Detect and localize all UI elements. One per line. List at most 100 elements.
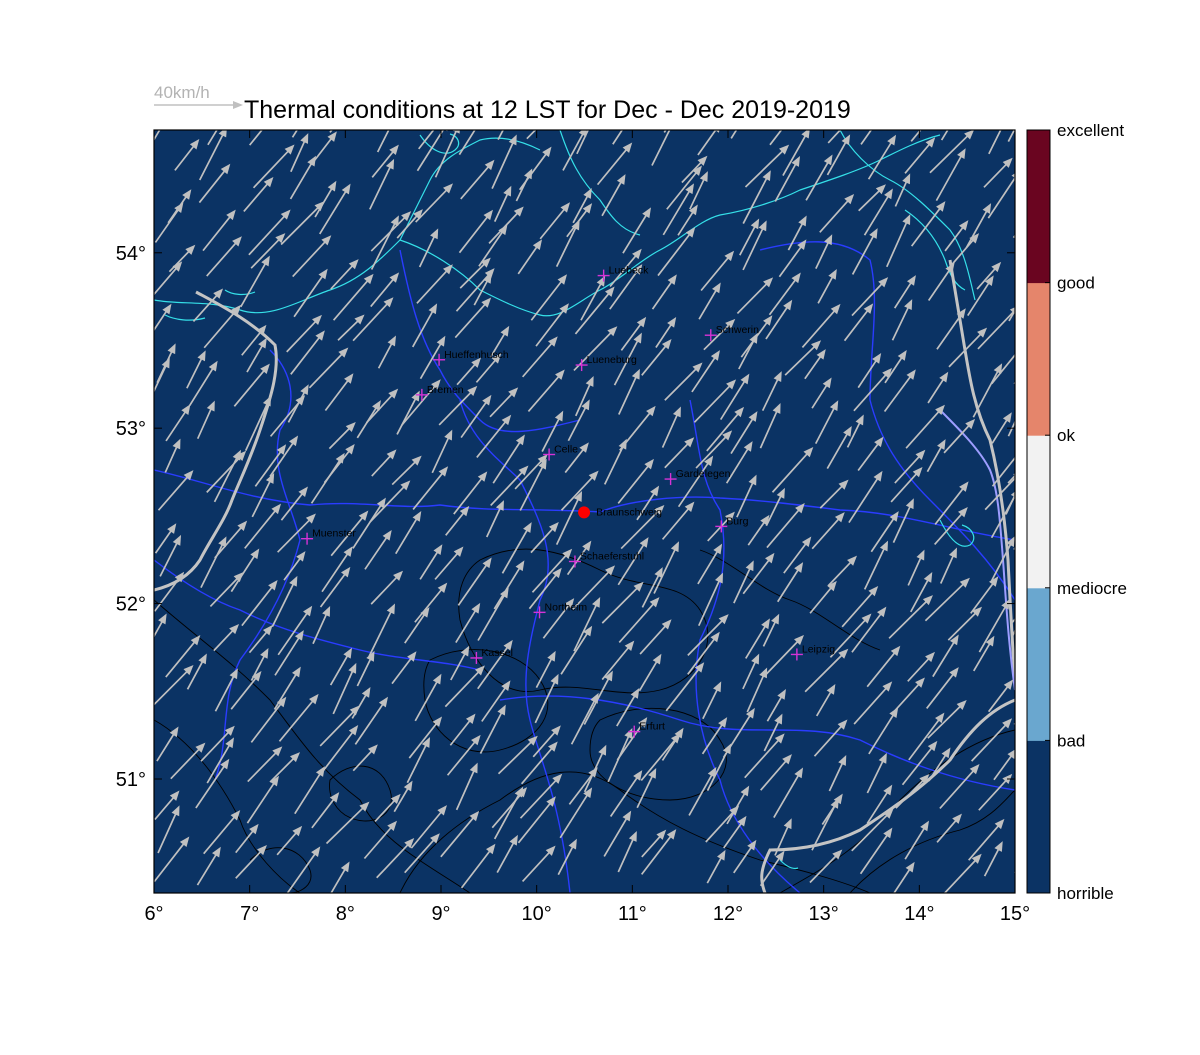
wind-arrow: [497, 130, 505, 141]
wind-arrow: [401, 379, 441, 426]
wind-arrow: [766, 689, 786, 722]
wind-arrow: [738, 332, 758, 370]
wind-arrow: [415, 183, 454, 223]
wind-arrow: [618, 597, 660, 644]
wind-arrow: [520, 741, 558, 785]
wind-arrow: [815, 684, 836, 717]
wind-arrow: [280, 486, 308, 521]
wind-arrow: [371, 144, 399, 178]
wind-arrow: [419, 335, 446, 380]
wind-arrow: [455, 602, 481, 643]
wind-arrow: [744, 733, 785, 779]
colorbar-label-horrible: horrible: [1057, 884, 1114, 903]
wind-arrow: [286, 314, 322, 353]
city-label: Leipzig: [802, 643, 835, 655]
coastline: [904, 209, 966, 291]
wind-arrow: [927, 700, 967, 739]
wind-arrow: [214, 520, 248, 559]
wind-arrow: [404, 607, 430, 644]
wind-arrow: [370, 272, 400, 308]
wind-arrow: [248, 209, 291, 256]
wind-arrow: [568, 767, 598, 805]
wind-arrow: [446, 734, 481, 776]
wind-arrow: [332, 662, 357, 715]
wind-arrow: [949, 233, 980, 268]
city-lueneburg: Lueneburg: [575, 354, 637, 372]
wind-arrow: [324, 373, 354, 411]
city-leipzig: Leipzig: [790, 643, 835, 661]
wind-arrow: [328, 421, 356, 450]
wind-arrow: [408, 716, 443, 759]
colorbar-label-ok: ok: [1057, 426, 1075, 445]
wind-arrow: [168, 244, 196, 273]
wind-arrow: [698, 282, 721, 320]
y-tick-label: 53°: [116, 418, 146, 440]
contour-line: [329, 765, 392, 822]
wind-arrow: [526, 130, 537, 140]
wind-arrow: [572, 565, 616, 610]
wind-arrow: [910, 572, 933, 613]
wind-arrow: [893, 275, 916, 309]
wind-arrow: [1007, 130, 1015, 142]
wind-arrow: [601, 581, 644, 624]
wind-arrow: [418, 228, 439, 268]
wind-arrow: [159, 534, 182, 577]
wind-arrow: [329, 647, 353, 686]
wind-arrow: [479, 704, 506, 754]
wind-arrow: [787, 215, 807, 251]
wind-arrow: [393, 780, 413, 813]
wind-arrow: [926, 667, 959, 709]
x-tick-label: 12°: [713, 903, 743, 925]
wind-arrow: [948, 327, 988, 368]
wind-arrow: [706, 743, 732, 792]
wind-arrow: [863, 540, 889, 590]
wind-arrow: [783, 536, 812, 574]
wind-arrow: [733, 839, 757, 874]
city-burg: Burg: [715, 515, 749, 533]
wind-arrow: [763, 713, 783, 752]
x-tick-label: 11°: [618, 903, 647, 925]
wind-arrow: [940, 130, 949, 141]
wind-arrow: [235, 823, 259, 854]
x-tick-label: 9°: [431, 903, 450, 925]
wind-arrow: [276, 825, 303, 856]
colorbar-segment-good: [1027, 130, 1050, 284]
wind-arrow: [687, 631, 720, 675]
wind-arrow: [677, 204, 698, 236]
wind-arrow: [764, 634, 804, 676]
wind-arrow: [730, 130, 738, 139]
wind-arrow: [813, 719, 848, 757]
wind-arrow: [445, 505, 470, 536]
wind-arrow: [278, 693, 319, 742]
state-border: [399, 249, 581, 433]
wind-arrow: [759, 403, 781, 449]
wind-arrow: [891, 299, 913, 341]
wind-arrow: [827, 130, 842, 144]
wind-arrow: [703, 318, 736, 351]
wind-arrow: [868, 707, 899, 755]
x-tick-label: 13°: [809, 903, 839, 925]
wind-arrow: [319, 566, 351, 608]
wind-arrow: [214, 668, 238, 712]
wind-arrow: [908, 712, 945, 761]
country-border: [760, 698, 1015, 893]
wind-arrow: [517, 239, 543, 275]
wind-arrow: [977, 307, 1015, 350]
wind-arrow: [481, 680, 511, 722]
wind-arrow: [664, 437, 695, 469]
colorbar-segment-mediocre: [1027, 435, 1050, 589]
wind-arrow: [936, 813, 962, 843]
city-label: Schaeferstuhl: [580, 550, 644, 562]
wind-arrow: [773, 767, 804, 818]
wind-arrow: [987, 679, 1014, 713]
wind-arrow: [706, 849, 726, 884]
wind-arrow: [371, 449, 397, 477]
wind-arrow: [207, 130, 218, 146]
wind-arrow: [250, 233, 286, 269]
wind-arrow: [501, 522, 532, 574]
y-tick-label: 51°: [116, 769, 146, 791]
wind-arrow: [519, 458, 547, 511]
wind-arrow: [927, 262, 955, 301]
wind-arrow: [943, 853, 982, 893]
wind-arrow: [851, 277, 889, 317]
